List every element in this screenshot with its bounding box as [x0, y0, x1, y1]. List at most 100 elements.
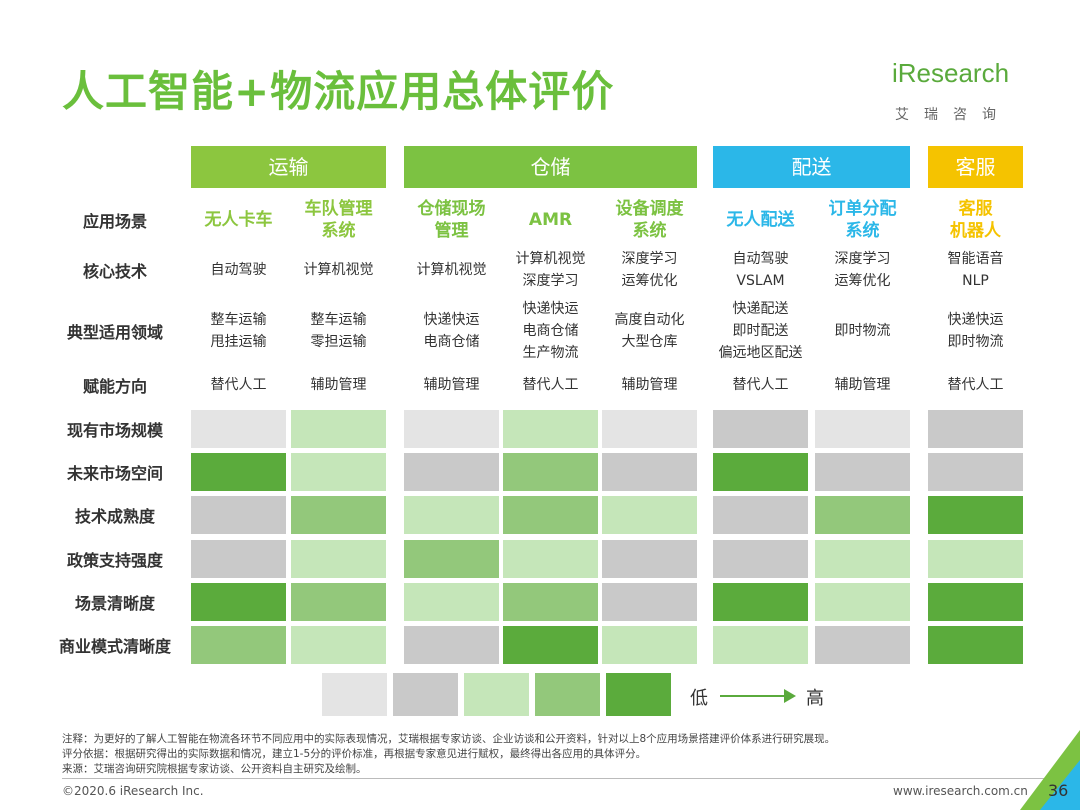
legend-arrowhead	[784, 689, 796, 703]
rating-cell	[602, 582, 697, 621]
legend-swatch	[606, 673, 671, 716]
rating-cell	[815, 539, 910, 578]
rating-cell	[815, 496, 910, 535]
domains: 即时物流	[805, 298, 920, 364]
direction: 替代人工	[947, 377, 1004, 393]
rating-cell	[291, 453, 386, 492]
rating-cell	[191, 539, 286, 578]
domain-line: 快递快运	[947, 312, 1004, 328]
rating-cell	[503, 582, 598, 621]
tech-line: 计算机视觉	[515, 251, 586, 267]
domains: 快递快运 电商仓储	[394, 298, 509, 364]
note: 评分依据：根据研究得出的实际数据和情况，建立1-5分的评价标准，再根据专家意见进…	[62, 748, 647, 760]
tech-line: 自动驾驶	[210, 262, 267, 278]
rating-cell	[928, 582, 1023, 621]
rating-cell	[191, 453, 286, 492]
scenario-line: AMR	[528, 210, 573, 230]
rating-cell	[602, 626, 697, 664]
page-number: 36	[1048, 781, 1069, 800]
scenario: 无人配送	[708, 198, 813, 242]
scenario: 车队管理 系统	[286, 198, 391, 242]
rating-cell	[815, 582, 910, 621]
tech-line: 运筹优化	[621, 273, 678, 289]
rating-cell	[503, 410, 598, 448]
copyright: ©2020.6 iResearch Inc.	[62, 784, 204, 798]
rating-label: 现有市场规模	[66, 421, 163, 440]
tech-line: 深度学习	[834, 251, 891, 267]
tech-line: 智能语音	[947, 251, 1004, 267]
domain-line: 整车运输	[310, 312, 367, 328]
rating-cell	[815, 410, 910, 448]
scenario-line: 订单分配	[828, 199, 897, 219]
core-tech: 自动驾驶 VSLAM	[708, 250, 813, 290]
scenario-line: 车队管理	[304, 199, 373, 219]
core-tech: 计算机视觉	[286, 250, 391, 290]
logo-brand: iResearch	[892, 58, 1010, 88]
rating-cell	[602, 410, 697, 448]
direction: 辅助管理	[310, 377, 367, 393]
rating-cell	[503, 453, 598, 492]
group-header: 运输	[191, 146, 386, 188]
rating-cell	[713, 453, 808, 492]
rating-label: 商业模式清晰度	[58, 637, 171, 656]
tech-line: 计算机视觉	[303, 262, 374, 278]
direction: 替代人工	[210, 377, 267, 393]
scenario: 设备调度 系统	[597, 198, 702, 242]
rating-cell	[404, 626, 499, 664]
rating-cell	[404, 539, 499, 578]
legend-swatch	[322, 673, 387, 716]
rating-cell	[291, 496, 386, 535]
domain-line: 甩挂运输	[210, 334, 267, 350]
scenario-line: 设备调度	[615, 199, 684, 219]
core-tech: 计算机视觉	[399, 250, 504, 290]
scenario-line: 系统	[632, 221, 667, 241]
domain-line: 快递快运	[522, 301, 579, 317]
scenario-line: 管理	[434, 221, 469, 241]
rating-cell	[503, 626, 598, 664]
domain-line: 即时物流	[834, 323, 891, 339]
rating-cell	[713, 410, 808, 448]
rating-cell	[713, 582, 808, 621]
title: 人工智能+物流应用总体评价	[62, 67, 615, 116]
scenario: 无人卡车	[186, 198, 291, 242]
rating-cell	[815, 453, 910, 492]
footer-rule	[62, 778, 1062, 779]
rating-cell	[928, 496, 1023, 535]
domain-line: 即时物流	[947, 334, 1004, 350]
tech-line: 计算机视觉	[416, 262, 487, 278]
domain-line: 快递配送	[732, 301, 789, 317]
row-label: 典型适用领域	[66, 323, 163, 342]
row-label: 赋能方向	[82, 377, 147, 396]
scenario: 订单分配 系统	[810, 198, 915, 242]
scenario: AMR	[498, 198, 603, 242]
group-header: 配送	[713, 146, 910, 188]
legend-arrow	[720, 695, 790, 697]
core-tech: 计算机视觉 深度学习	[498, 250, 603, 290]
rating-cell	[404, 582, 499, 621]
domain-line: 快递快运	[423, 312, 480, 328]
rating-cell	[291, 582, 386, 621]
rating-cell	[404, 453, 499, 492]
rating-cell	[815, 626, 910, 664]
tech-line: NLP	[962, 273, 989, 289]
tech-line: VSLAM	[736, 273, 785, 289]
domains: 整车运输 零担运输	[281, 298, 396, 364]
domains: 高度自动化 大型仓库	[592, 298, 707, 364]
rating-cell	[191, 626, 286, 664]
domain-line: 生产物流	[522, 345, 579, 361]
rating-cell	[713, 496, 808, 535]
legend-swatch	[535, 673, 600, 716]
url: www.iresearch.com.cn	[893, 784, 1028, 798]
domain-line: 电商仓储	[423, 334, 480, 350]
rating-cell	[928, 410, 1023, 448]
scenario-line: 系统	[321, 221, 356, 241]
rating-cell	[291, 626, 386, 664]
scenario-line: 无人配送	[726, 210, 795, 230]
core-tech: 自动驾驶	[186, 250, 291, 290]
scenario-line: 无人卡车	[204, 210, 273, 230]
row-label: 应用场景	[82, 212, 147, 231]
rating-cell	[928, 626, 1023, 664]
domain-line: 大型仓库	[621, 334, 678, 350]
domains: 快递快运 电商仓储 生产物流	[493, 298, 608, 364]
